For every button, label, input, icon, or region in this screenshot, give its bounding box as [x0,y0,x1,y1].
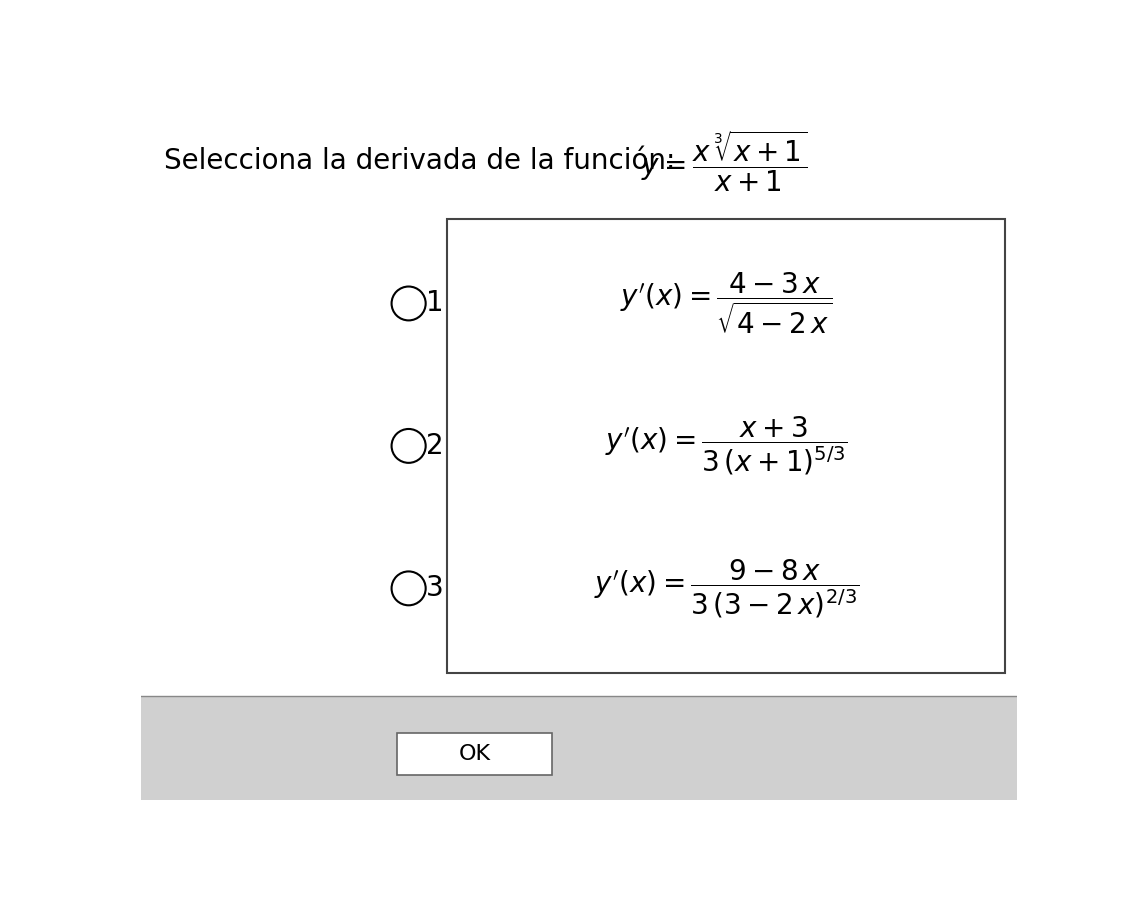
Bar [447,218,1006,673]
Text: 1: 1 [426,289,443,317]
Circle shape [392,572,426,605]
Text: $y = \dfrac{x\,\sqrt[3]{x+1}}{x+1}$: $y = \dfrac{x\,\sqrt[3]{x+1}}{x+1}$ [641,129,807,193]
Text: $y'(x) = \dfrac{4-3\,x}{\sqrt{4-2\,x}}$: $y'(x) = \dfrac{4-3\,x}{\sqrt{4-2\,x}}$ [620,271,833,336]
Text: 2: 2 [426,432,443,460]
Text: 3: 3 [426,574,443,602]
Text: $y'(x) = \dfrac{9-8\,x}{3\,(3-2\,x)^{2/3}}$: $y'(x) = \dfrac{9-8\,x}{3\,(3-2\,x)^{2/3… [593,557,859,619]
Text: Selecciona la derivada de la función:: Selecciona la derivada de la función: [165,147,694,175]
Circle shape [392,429,426,463]
Bar [141,696,1017,800]
Bar [397,733,551,776]
Circle shape [392,287,426,320]
Text: $y'(x) = \dfrac{x+3}{3\,(x+1)^{5/3}}$: $y'(x) = \dfrac{x+3}{3\,(x+1)^{5/3}}$ [605,414,848,477]
Text: OK: OK [459,744,490,764]
